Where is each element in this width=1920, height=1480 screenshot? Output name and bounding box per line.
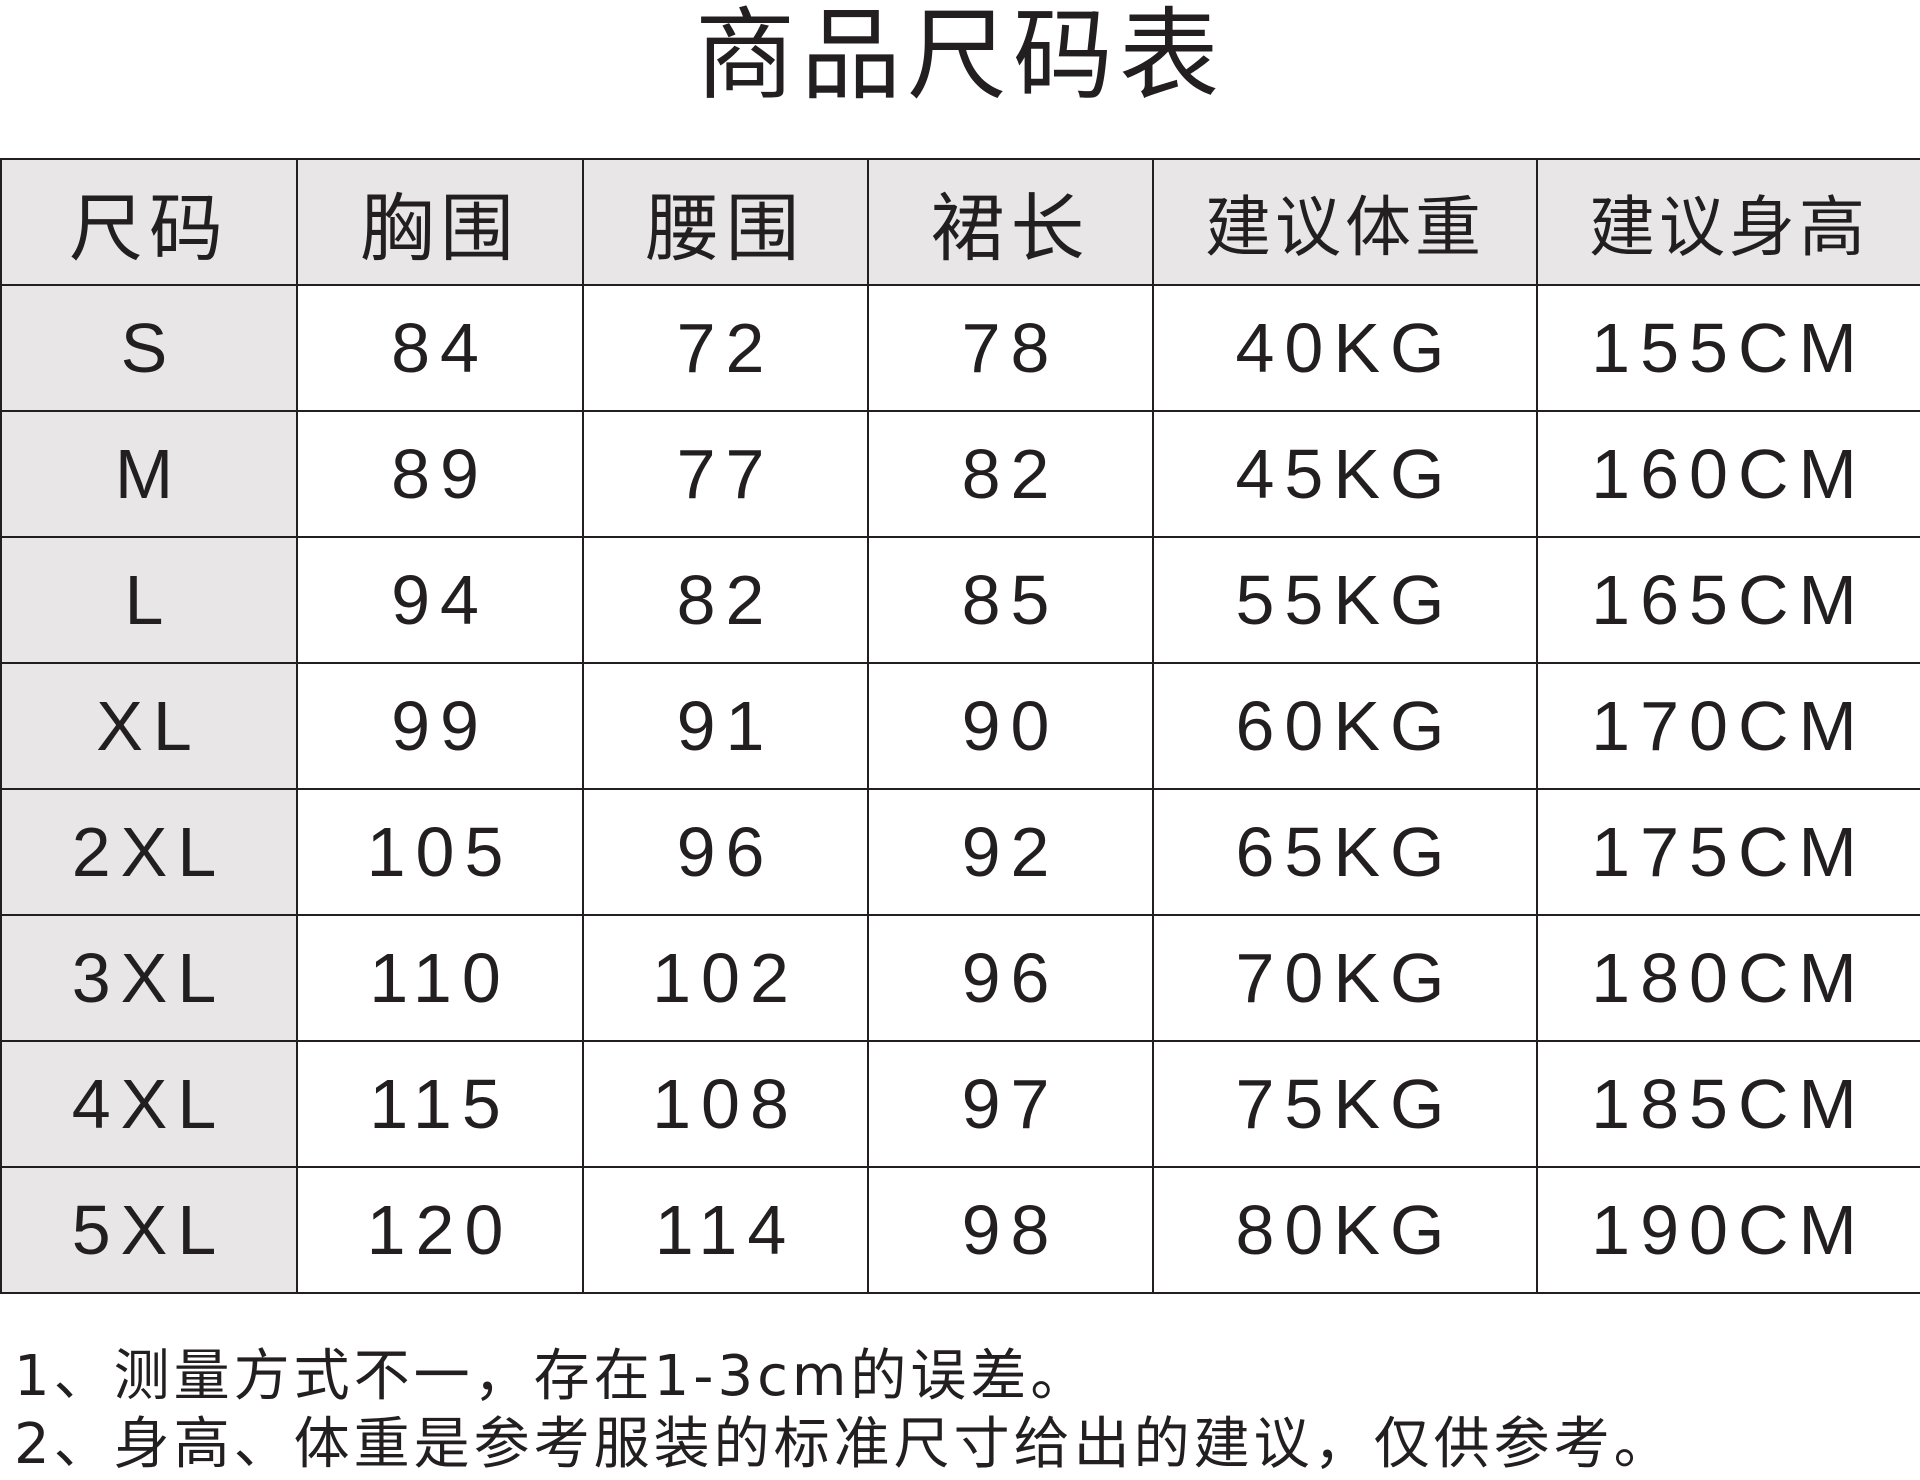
table-cell: 60KG: [1152, 662, 1538, 790]
table-row: L 94 82 85 55KG 165CM: [0, 536, 1920, 664]
table-cell: 120: [296, 1166, 584, 1294]
column-header: 建议体重: [1152, 158, 1538, 286]
table-cell: 108: [582, 1040, 869, 1168]
size-cell: 5XL: [0, 1166, 298, 1294]
table-cell: 185CM: [1536, 1040, 1920, 1168]
table-cell: 102: [582, 914, 869, 1042]
table-cell: 70KG: [1152, 914, 1538, 1042]
note-2: 2、身高、体重是参考服装的标准尺寸给出的建议，仅供参考。: [14, 1412, 1674, 1477]
table-cell: 115: [296, 1040, 584, 1168]
table-cell: 90: [867, 662, 1154, 790]
table-cell: 40KG: [1152, 284, 1538, 412]
table-cell: 72: [582, 284, 869, 412]
table-cell: 170CM: [1536, 662, 1920, 790]
size-cell: 3XL: [0, 914, 298, 1042]
table-cell: 91: [582, 662, 869, 790]
size-cell: S: [0, 284, 298, 412]
table-cell: 190CM: [1536, 1166, 1920, 1294]
table-cell: 80KG: [1152, 1166, 1538, 1294]
table-cell: 85: [867, 536, 1154, 664]
column-header: 腰围: [582, 158, 869, 286]
table-row: 5XL 120 114 98 80KG 190CM: [0, 1166, 1920, 1294]
table-cell: 160CM: [1536, 410, 1920, 538]
table-cell: 105: [296, 788, 584, 916]
table-cell: 97: [867, 1040, 1154, 1168]
table-cell: 78: [867, 284, 1154, 412]
table-cell: 65KG: [1152, 788, 1538, 916]
table-cell: 165CM: [1536, 536, 1920, 664]
table-row: M 89 77 82 45KG 160CM: [0, 410, 1920, 538]
page-title: 商品尺码表: [695, 0, 1225, 114]
table-cell: 84: [296, 284, 584, 412]
table-cell: 92: [867, 788, 1154, 916]
table-cell: 82: [867, 410, 1154, 538]
table-cell: 155CM: [1536, 284, 1920, 412]
column-header: 胸围: [296, 158, 584, 286]
size-cell: L: [0, 536, 298, 664]
table-cell: 89: [296, 410, 584, 538]
size-chart-table: 尺码 胸围 腰围 裙长 建议体重 建议身高 S 84 72 78 40KG 155CM M 89 77 82…: [0, 158, 1920, 1294]
table-cell: 75KG: [1152, 1040, 1538, 1168]
table-cell: 82: [582, 536, 869, 664]
table-cell: 175CM: [1536, 788, 1920, 916]
table-cell: 180CM: [1536, 914, 1920, 1042]
table-cell: 96: [582, 788, 869, 916]
table-row: XL 99 91 90 60KG 170CM: [0, 662, 1920, 790]
table-cell: 55KG: [1152, 536, 1538, 664]
column-header: 尺码: [0, 158, 298, 286]
table-cell: 77: [582, 410, 869, 538]
table-cell: 99: [296, 662, 584, 790]
note-1: 1、测量方式不一，存在1-3cm的误差。: [14, 1344, 1091, 1409]
table-cell: 110: [296, 914, 584, 1042]
column-header: 建议身高: [1536, 158, 1920, 286]
size-cell: 4XL: [0, 1040, 298, 1168]
table-header-row: 尺码 胸围 腰围 裙长 建议体重 建议身高: [0, 158, 1920, 286]
table-cell: 96: [867, 914, 1154, 1042]
size-cell: M: [0, 410, 298, 538]
table-row: 3XL 110 102 96 70KG 180CM: [0, 914, 1920, 1042]
table-row: 2XL 105 96 92 65KG 175CM: [0, 788, 1920, 916]
table-cell: 45KG: [1152, 410, 1538, 538]
table-cell: 98: [867, 1166, 1154, 1294]
table-row: S 84 72 78 40KG 155CM: [0, 284, 1920, 412]
size-cell: XL: [0, 662, 298, 790]
table-cell: 94: [296, 536, 584, 664]
table-cell: 114: [582, 1166, 869, 1294]
table-row: 4XL 115 108 97 75KG 185CM: [0, 1040, 1920, 1168]
column-header: 裙长: [867, 158, 1154, 286]
size-cell: 2XL: [0, 788, 298, 916]
